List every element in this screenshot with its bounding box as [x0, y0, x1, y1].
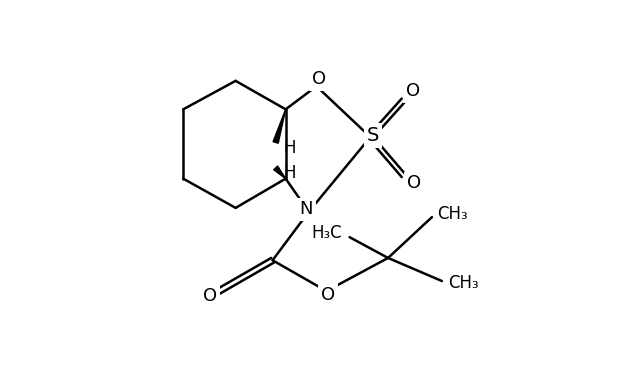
- Text: CH₃: CH₃: [437, 205, 468, 223]
- Text: H: H: [284, 164, 296, 182]
- Text: H: H: [284, 139, 296, 157]
- Text: CH₃: CH₃: [448, 275, 479, 292]
- Text: S: S: [367, 126, 379, 145]
- Text: O: O: [203, 288, 217, 305]
- Text: N: N: [300, 201, 313, 218]
- Text: O: O: [406, 82, 420, 100]
- Polygon shape: [273, 109, 285, 143]
- Text: O: O: [312, 70, 326, 88]
- Text: O: O: [407, 174, 421, 192]
- Text: O: O: [321, 286, 335, 304]
- Polygon shape: [274, 166, 285, 179]
- Text: H₃C: H₃C: [311, 224, 342, 241]
